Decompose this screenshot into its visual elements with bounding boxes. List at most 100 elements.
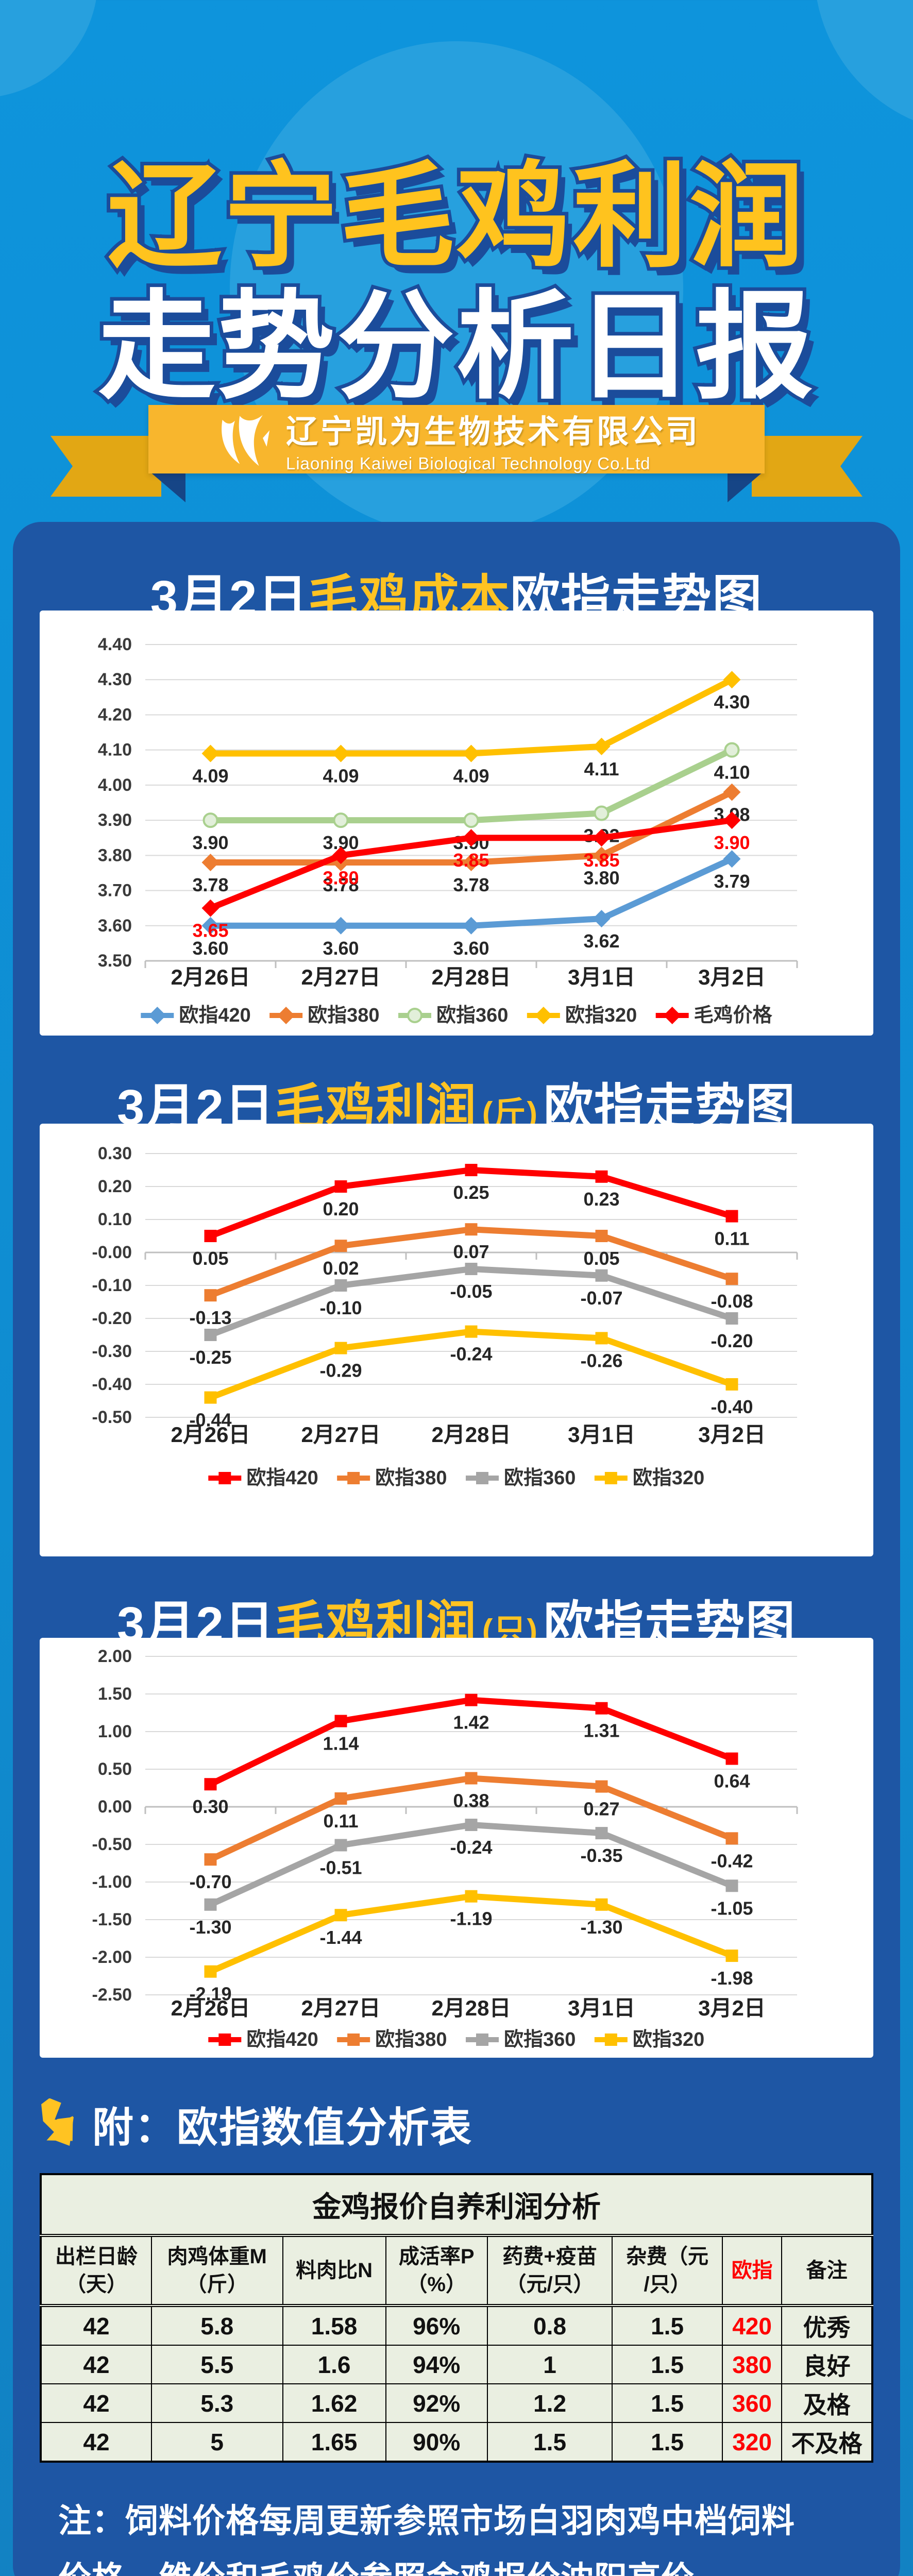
svg-text:3.90: 3.90 <box>98 810 132 830</box>
svg-text:4.40: 4.40 <box>98 635 132 654</box>
table-header-cell: 欧指 <box>721 2235 783 2307</box>
svg-text:2月28日: 2月28日 <box>431 1422 511 1447</box>
company-name-cn: 辽宁凯为生物技术有限公司 <box>285 414 700 450</box>
svg-text:-2.00: -2.00 <box>92 1947 132 1967</box>
company-logo-icon <box>222 414 270 466</box>
svg-text:欧指360: 欧指360 <box>504 2029 576 2050</box>
table-cell: 5.3 <box>150 2383 283 2423</box>
svg-text:欧指360: 欧指360 <box>436 1005 508 1026</box>
table-cell: 优秀 <box>781 2305 873 2346</box>
svg-text:-0.42: -0.42 <box>711 1850 753 1871</box>
svg-text:毛鸡价格: 毛鸡价格 <box>694 1005 773 1026</box>
svg-text:3月2日: 3月2日 <box>698 965 766 989</box>
table-cell: 5 <box>150 2422 283 2462</box>
svg-text:-0.50: -0.50 <box>92 1408 132 1427</box>
svg-text:0.23: 0.23 <box>583 1189 619 1210</box>
table-cell: 1.5 <box>612 2383 723 2423</box>
svg-text:0.30: 0.30 <box>98 1144 132 1163</box>
svg-text:-0.13: -0.13 <box>189 1307 231 1328</box>
svg-text:3.80: 3.80 <box>98 845 132 865</box>
table-header-cell: 料肉比N <box>282 2235 386 2307</box>
table-row: 42 5.8 1.58 96% 0.8 1.5 420 优秀 <box>40 2305 873 2346</box>
table-cell: 1.65 <box>282 2422 386 2462</box>
legend: 欧指420 欧指380 欧指360 欧指320 <box>208 2029 704 2050</box>
grid-and-axes: 2.00 1.50 1.00 0.50 0.00 -0.50 -1.00 -1.50 -2.00… <box>92 1647 798 2005</box>
table-header-cell: 出栏日龄 （天） <box>40 2235 152 2307</box>
svg-text:-0.00: -0.00 <box>92 1243 132 1262</box>
svg-text:4.09: 4.09 <box>192 765 228 786</box>
table-cell: 1.62 <box>282 2383 386 2423</box>
svg-text:3.62: 3.62 <box>583 930 619 952</box>
banner-ribbon-tail-right <box>752 436 863 497</box>
svg-text:0.30: 0.30 <box>192 1796 228 1817</box>
svg-text:0.25: 0.25 <box>453 1182 489 1203</box>
profit-per-jin-trend-chart: 0.300.200.10-0.00-0.10-0.20-0.30-0.40-0.… <box>92 1144 798 1489</box>
svg-text:2.00: 2.00 <box>98 1647 132 1666</box>
svg-text:0.50: 0.50 <box>98 1759 132 1779</box>
svg-text:3.78: 3.78 <box>323 874 359 895</box>
table-header-cell: 杂费（元 /只） <box>612 2235 723 2307</box>
svg-text:3.79: 3.79 <box>714 871 750 892</box>
svg-text:0.11: 0.11 <box>714 1228 749 1249</box>
table-cell: 1.5 <box>612 2422 723 2462</box>
series-欧指420: 0.05 0.20 0.25 0.23 0.11 <box>192 1164 750 1269</box>
cost-chart-card: 4.40 4.30 4.20 4.10 4.00 3.90 3.80 3.70 3.60 3.50… <box>40 611 873 1036</box>
table-cell: 96% <box>385 2305 488 2346</box>
svg-text:-1.30: -1.30 <box>580 1917 622 1938</box>
svg-text:-2.19: -2.19 <box>189 1984 231 2005</box>
svg-text:-1.30: -1.30 <box>189 1917 231 1938</box>
svg-text:2月27日: 2月27日 <box>301 1422 380 1447</box>
profit-per-bird-trend-chart: 2.00 1.50 1.00 0.50 0.00 -0.50 -1.00 -1.50 -2.00… <box>92 1647 798 2050</box>
svg-text:欧指380: 欧指380 <box>375 2029 447 2050</box>
table-title-row: 金鸡报价自养利润分析 <box>40 2174 873 2237</box>
series-欧指420: 3.60 3.60 3.60 3.62 3.79 <box>192 850 750 959</box>
svg-text:欧指320: 欧指320 <box>633 2029 704 2050</box>
series-毛鸡价格: 3.653.803.85 3.853.90 <box>192 811 750 941</box>
svg-text:2月26日: 2月26日 <box>171 1422 250 1447</box>
svg-text:3.85: 3.85 <box>453 850 489 871</box>
svg-text:2月26日: 2月26日 <box>171 1996 250 2020</box>
table-cell: 1.58 <box>282 2305 386 2346</box>
svg-text:-0.40: -0.40 <box>711 1396 753 1417</box>
svg-text:2月27日: 2月27日 <box>301 1996 380 2020</box>
svg-text:欧指420: 欧指420 <box>179 1005 250 1026</box>
svg-text:-1.44: -1.44 <box>319 1927 362 1948</box>
svg-text:-2.50: -2.50 <box>92 1985 132 2005</box>
table-cell: 5.5 <box>150 2345 283 2384</box>
x-axis-labels: 2月26日 2月27日 2月28日 3月1日 3月2日 <box>171 1422 765 1447</box>
banner-ribbon-tail-left <box>50 436 161 497</box>
svg-text:0.64: 0.64 <box>714 1771 750 1792</box>
svg-text:4.10: 4.10 <box>714 762 750 783</box>
svg-text:3月2日: 3月2日 <box>698 1996 766 2020</box>
svg-text:4.09: 4.09 <box>323 765 359 786</box>
table-title: 金鸡报价自养利润分析 <box>40 2174 873 2237</box>
series-欧指360: -0.25 -0.10 -0.05 -0.07 -0.20 <box>189 1263 753 1368</box>
svg-text:欧指420: 欧指420 <box>246 1467 318 1489</box>
series-欧指360: -1.30 -0.51 -0.24 -0.35 -1.05 <box>189 1819 753 1938</box>
table-cell: 1.6 <box>282 2345 386 2384</box>
svg-text:-0.08: -0.08 <box>711 1291 753 1312</box>
svg-text:3月1日: 3月1日 <box>568 965 635 989</box>
corner-circle-top-right <box>814 0 913 134</box>
table-cell: 1.5 <box>612 2305 723 2346</box>
svg-text:1.00: 1.00 <box>98 1722 132 1741</box>
svg-text:4.09: 4.09 <box>453 765 489 786</box>
svg-text:-0.29: -0.29 <box>319 1360 362 1381</box>
svg-text:0.11: 0.11 <box>323 1810 358 1832</box>
cost-trend-chart: 4.40 4.30 4.20 4.10 4.00 3.90 3.80 3.70 3.60 3.50… <box>98 635 798 1026</box>
table-cell: 94% <box>385 2345 488 2384</box>
svg-text:-0.70: -0.70 <box>189 1871 231 1892</box>
table-cell: 0.8 <box>486 2305 613 2346</box>
svg-text:3.50: 3.50 <box>98 951 132 971</box>
table-cell: 42 <box>40 2422 152 2462</box>
svg-text:1.14: 1.14 <box>323 1733 359 1754</box>
svg-text:-1.98: -1.98 <box>711 1968 753 1989</box>
svg-text:-0.51: -0.51 <box>319 1857 362 1878</box>
series-欧指320: -0.44 -0.29 -0.24 -0.26 -0.40 <box>189 1325 753 1431</box>
analysis-table-card: 金鸡报价自养利润分析 出栏日龄 （天） 肉鸡体重M （斤） 料肉比N 成活率P （%）… <box>40 2173 873 2463</box>
table-cell: 及格 <box>781 2383 873 2423</box>
table-cell: 380 <box>721 2345 783 2384</box>
series-欧指320: -2.19 -1.44 -1.19 -1.30 -1.98 <box>189 1890 753 2005</box>
company-banner: 辽宁凯为生物技术有限公司 Liaoning Kaiwei Biological … <box>148 405 765 473</box>
svg-text:1.50: 1.50 <box>98 1684 132 1704</box>
